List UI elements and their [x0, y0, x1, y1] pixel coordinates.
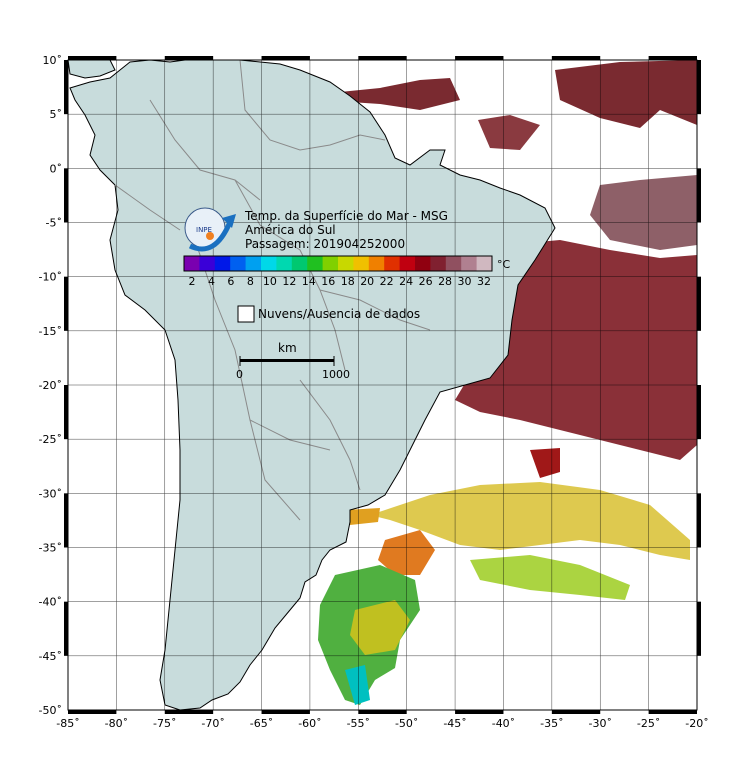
lat-tick-label: -50˚ [39, 704, 62, 717]
colorbar-swatch [245, 256, 262, 271]
lon-tick-label: -40˚ [492, 717, 515, 730]
colorbar-swatch [276, 256, 293, 271]
colorbar-label: 8 [247, 275, 254, 288]
lon-tick-label: -60˚ [298, 717, 321, 730]
no-data-label: Nuvens/Ausencia de dados [258, 307, 420, 321]
colorbar-swatch [307, 256, 324, 271]
colorbar-label: 20 [360, 275, 374, 288]
colorbar-swatch [353, 256, 370, 271]
colorbar-frame [183, 255, 493, 272]
legend-region: América do Sul [245, 223, 336, 237]
graticule [68, 60, 697, 710]
scale-end: 1000 [322, 368, 350, 381]
sst-patch-north-east [555, 60, 697, 128]
colorbar-swatch [445, 256, 462, 271]
lon-tick-label: -25˚ [637, 717, 660, 730]
sst-patch-east-green [470, 555, 630, 600]
colorbar-label: 12 [282, 275, 296, 288]
colorbar-label: 32 [477, 275, 491, 288]
sst-patch-north [340, 78, 460, 110]
colorbar-label: 6 [227, 275, 234, 288]
colorbar [184, 256, 493, 271]
sst-patch-river-plate [345, 508, 380, 525]
lat-tick-label: -10˚ [39, 271, 62, 284]
colorbar-label: 30 [458, 275, 472, 288]
sst-patch-patagonia-warm [350, 600, 410, 655]
colorbar-swatch [214, 256, 231, 271]
legend-pass-time: Passagem: 201904252000 [245, 237, 405, 251]
colorbar-label: 26 [419, 275, 433, 288]
colorbar-swatch [399, 256, 416, 271]
sst-data-layer [318, 60, 697, 705]
lat-tick-label: -30˚ [39, 487, 62, 500]
lon-tick-label: -30˚ [588, 717, 611, 730]
colorbar-label: 18 [341, 275, 355, 288]
lat-tick-label: -20˚ [39, 379, 62, 392]
colorbar-swatch [476, 256, 493, 271]
colorbar-swatch [184, 256, 200, 271]
legend: INPE Temp. da Superfície do Mar - MSG Am… [183, 207, 511, 381]
lon-tick-label: -45˚ [443, 717, 466, 730]
colorbar-swatch [384, 256, 401, 271]
scale-bar: km 0 1000 [236, 341, 350, 381]
scale-start: 0 [236, 368, 243, 381]
logo-text: INPE [196, 226, 212, 234]
lon-tick-label: -50˚ [395, 717, 418, 730]
lat-tick-label: -15˚ [39, 325, 62, 338]
sst-patch-equatorial [478, 115, 540, 150]
colorbar-label: 4 [208, 275, 215, 288]
colorbar-swatch [461, 256, 478, 271]
lon-tick-label: -75˚ [153, 717, 176, 730]
colorbar-label: 28 [438, 275, 452, 288]
lat-tick-label: -40˚ [39, 596, 62, 609]
colorbar-swatch [415, 256, 431, 271]
colorbar-label: 24 [399, 275, 413, 288]
sst-patch-warm-south [530, 448, 560, 478]
lon-tick-label: -20˚ [685, 717, 708, 730]
colorbar-unit: °C [497, 258, 511, 271]
colorbar-label: 2 [189, 275, 196, 288]
lon-tick-label: -85˚ [56, 717, 79, 730]
lon-tick-label: -65˚ [250, 717, 273, 730]
lat-tick-label: 10˚ [43, 54, 63, 67]
map-border-bars [64, 56, 701, 714]
sst-patch-east-upper [590, 175, 697, 250]
colorbar-label: 16 [321, 275, 335, 288]
sst-patch-subtropical-band [370, 482, 690, 560]
colorbar-swatch [338, 256, 354, 271]
colorbar-swatch [368, 256, 385, 271]
lat-tick-label: -45˚ [39, 650, 62, 663]
colorbar-label: 22 [380, 275, 394, 288]
lon-tick-label: -55˚ [347, 717, 370, 730]
lat-tick-label: 0˚ [50, 162, 63, 175]
lon-tick-label: -80˚ [105, 717, 128, 730]
lat-tick-label: -35˚ [39, 542, 62, 555]
axis-tick-labels: -85˚ -80˚ -75˚ -70˚ -65˚ -60˚ -55˚ -50˚ -45˚ -40˚… [39, 54, 709, 730]
lat-tick-label: 5˚ [50, 108, 63, 121]
colorbar-swatch [291, 256, 308, 271]
no-data-swatch [237, 305, 255, 323]
colorbar-label: 10 [263, 275, 277, 288]
colorbar-swatch [230, 256, 247, 271]
inpe-logo: INPE [184, 207, 236, 252]
lat-tick-label: -5˚ [46, 217, 62, 230]
sst-patch-patagonia-cold [345, 665, 370, 705]
central-america-land [68, 60, 116, 79]
lat-tick-label: -25˚ [39, 433, 62, 446]
colorbar-labels: 2 4 6 8 10 12 14 16 18 20 22 24 26 28 30 32 [189, 275, 492, 288]
lon-tick-label: -70˚ [201, 717, 224, 730]
colorbar-swatch [322, 256, 339, 271]
colorbar-swatch [199, 256, 216, 271]
lon-tick-label: -35˚ [540, 717, 563, 730]
scale-unit: km [278, 341, 297, 355]
colorbar-swatch [261, 256, 277, 271]
colorbar-label: 14 [302, 275, 316, 288]
legend-title: Temp. da Superfície do Mar - MSG [244, 209, 448, 223]
colorbar-swatch [430, 256, 447, 271]
